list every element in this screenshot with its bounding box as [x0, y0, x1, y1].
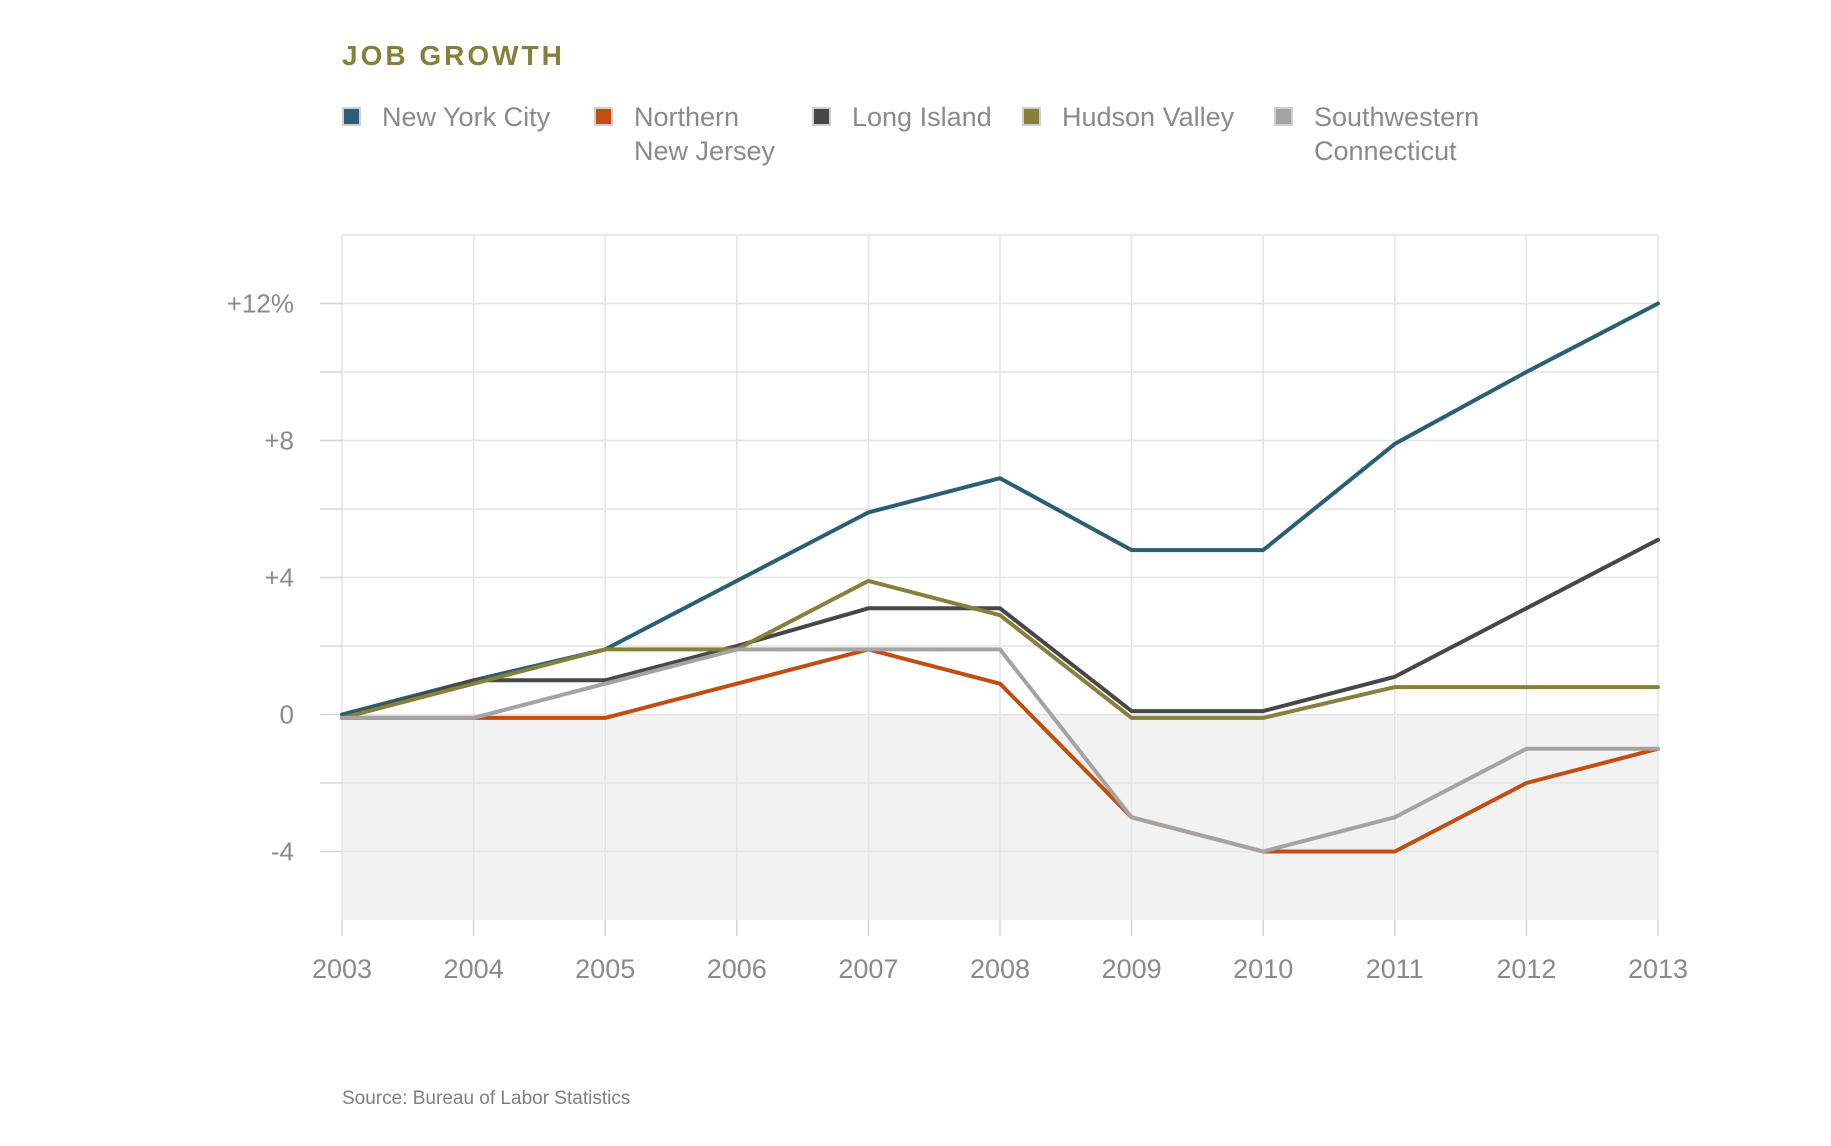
- chart-title: JOB GROWTH: [342, 40, 565, 71]
- legend-swatch: [594, 107, 613, 126]
- x-tick-label: 2008: [970, 954, 1030, 984]
- series-line-northern-new-jersey: [340, 647, 1660, 854]
- x-tick-label: 2005: [575, 954, 635, 984]
- x-tick-label: 2012: [1496, 954, 1556, 984]
- y-tick-label: 0: [280, 700, 294, 730]
- x-tick-label: 2010: [1233, 954, 1293, 984]
- source-note: Source: Bureau of Labor Statistics: [342, 1088, 631, 1109]
- legend-swatch: [1274, 107, 1293, 126]
- series-line-southwestern-connecticut: [340, 647, 1660, 854]
- legend-item: Northern New Jersey: [594, 100, 775, 168]
- y-tick-label: -4: [271, 837, 294, 867]
- legend-label: New York City: [382, 102, 551, 132]
- legend-item: Long Island: [812, 100, 992, 134]
- y-tick-label: +8: [264, 426, 294, 456]
- legend-swatch: [342, 107, 361, 126]
- y-tick-label: +4: [264, 563, 294, 593]
- x-tick-label: 2007: [838, 954, 898, 984]
- series-line-hudson-valley: [340, 578, 1660, 720]
- x-tick-label: 2004: [444, 954, 504, 984]
- x-tick-label: 2013: [1628, 954, 1688, 984]
- x-tick-label: 2009: [1102, 954, 1162, 984]
- y-tick-label: +12%: [227, 289, 294, 319]
- series-line-long-island: [340, 537, 1660, 720]
- legend-label: Northern New Jersey: [634, 102, 776, 166]
- legend-label: Southwestern Connecticut: [1314, 102, 1480, 166]
- legend-swatch: [1022, 107, 1041, 126]
- legend-item: Southwestern Connecticut: [1274, 100, 1479, 168]
- legend-item: New York City: [342, 100, 550, 134]
- legend-label: Long Island: [852, 102, 992, 132]
- x-tick-label: 2011: [1366, 954, 1424, 984]
- legend-label: Hudson Valley: [1062, 102, 1235, 132]
- x-tick-label: 2003: [312, 954, 372, 984]
- legend-swatch: [812, 107, 831, 126]
- legend-item: Hudson Valley: [1022, 100, 1234, 134]
- x-tick-label: 2006: [707, 954, 767, 984]
